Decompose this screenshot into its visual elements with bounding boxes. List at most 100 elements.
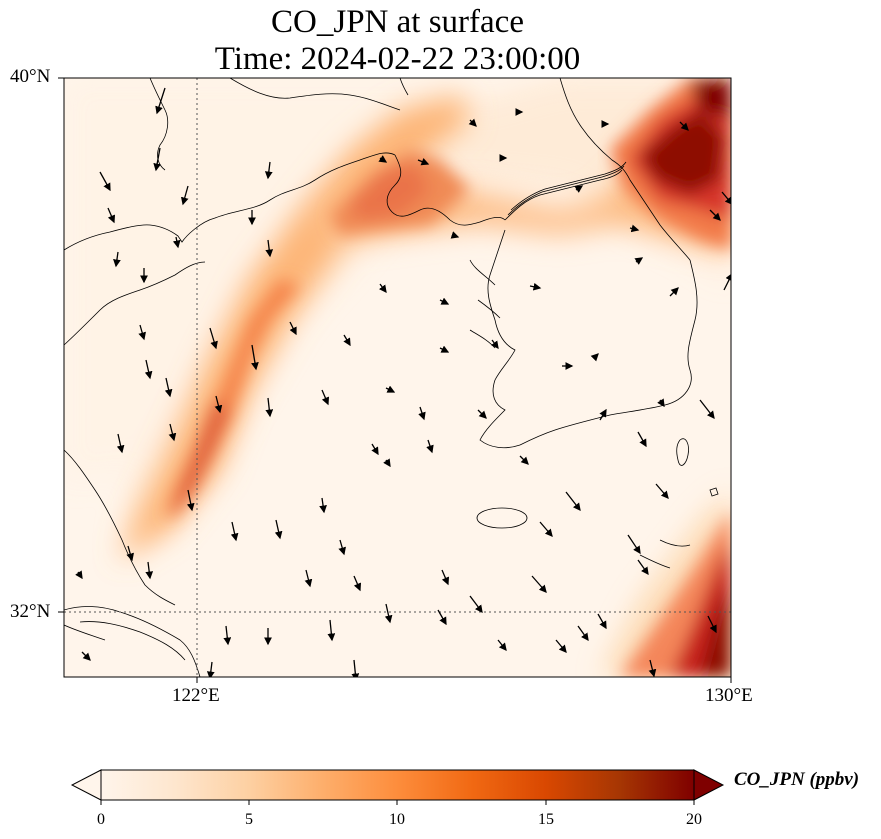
colorbar-tick-15: 15 [538, 811, 554, 828]
wind-arrow [574, 185, 584, 193]
wind-arrow [655, 483, 669, 499]
map-title-line2: Time: 2024-02-22 23:00:00 [214, 41, 581, 77]
wind-arrow [383, 458, 391, 468]
wind-arrow [206, 661, 215, 677]
wind-arrow [180, 185, 189, 206]
wind-arrow [490, 339, 499, 350]
wind-arrow [599, 408, 607, 421]
wind-arrow [597, 613, 607, 630]
wind-arrow [338, 539, 346, 556]
wind-arrow [699, 399, 715, 420]
colorbar-extend-high [693, 769, 725, 801]
wind-arrow [437, 609, 447, 626]
wind-arrow [529, 282, 542, 291]
wind-arrow [657, 398, 665, 408]
wind-arrow [126, 545, 134, 562]
wind-arrow [164, 377, 173, 398]
colorbar-extend-low [70, 769, 102, 801]
wind-arrow [264, 161, 273, 180]
wind-arrow [531, 575, 547, 593]
wind-arrow [627, 534, 641, 555]
wind-arrow [371, 443, 379, 456]
coastlines [64, 78, 719, 677]
wind-arrow [519, 455, 529, 465]
colorbar-label: CO_JPN (ppbv) [734, 769, 860, 790]
wind-arrow [384, 603, 393, 624]
wind-arrow [113, 251, 121, 268]
wind-arrow [707, 615, 717, 634]
wind-arrow [172, 236, 181, 249]
colorbar-tick-10: 10 [389, 811, 405, 828]
wind-arrow [477, 409, 487, 419]
concentration-field [64, 78, 731, 677]
wind-arrow [385, 385, 396, 393]
lat-label-32n: 32°N [10, 601, 51, 622]
wind-arrow [648, 659, 657, 677]
wind-arrow [304, 569, 313, 588]
map-title-line1: CO_JPN at surface [271, 4, 524, 40]
wind-arrow [209, 327, 218, 350]
wind-arrow [669, 287, 679, 297]
colorbar-tick-20: 20 [686, 811, 702, 828]
wind-arrow [265, 397, 274, 418]
wind-arrow [99, 171, 111, 192]
wind-arrow [439, 297, 450, 305]
wind-arrow [539, 521, 553, 537]
wind-arrow [709, 209, 721, 221]
wind-arrow [417, 157, 430, 166]
colorbar [70, 769, 725, 805]
wind-arrow [426, 439, 434, 454]
wind-arrow [81, 651, 91, 661]
lat-label-40n: 40°N [10, 66, 51, 87]
wind-arrow [721, 191, 731, 205]
wind-arrow [450, 231, 460, 239]
wind-arrow [214, 395, 223, 414]
wind-arrow [251, 344, 259, 371]
wind-arrow [274, 519, 283, 540]
wind-arrow [679, 121, 689, 131]
wind-arrow [497, 639, 507, 652]
wind-arrow [116, 433, 125, 454]
wind-arrow [75, 570, 83, 580]
wind-arrow [439, 345, 450, 353]
wind-arrow [637, 431, 647, 448]
wind-arrow [590, 353, 599, 362]
lon-label-130e: 130°E [705, 685, 753, 706]
wind-arrow [138, 324, 146, 341]
colorbar-tick-0: 0 [97, 811, 105, 828]
colorbar-tick-5: 5 [245, 811, 253, 828]
wind-arrow [577, 625, 589, 642]
wind-arrow [223, 625, 232, 646]
wind-arrow [153, 147, 161, 172]
wind-arrow [168, 423, 177, 442]
wind-arrow [418, 406, 426, 421]
wind-arrow [378, 155, 388, 163]
wind-arrow [289, 321, 297, 336]
wind-vectors [75, 87, 731, 677]
wind-arrow [145, 561, 154, 580]
wind-arrow [319, 497, 327, 514]
wind-arrow [468, 118, 477, 127]
wind-arrow [230, 521, 239, 542]
wind-arrow [343, 334, 351, 347]
wind-arrow [441, 569, 450, 586]
wind-arrow [107, 207, 116, 224]
wind-arrow [634, 257, 644, 265]
map-frame [63, 77, 732, 678]
wind-arrow [353, 575, 362, 592]
wind-arrow [565, 491, 581, 512]
wind-arrow [265, 239, 274, 258]
wind-arrow [555, 639, 567, 653]
wind-arrow [321, 389, 330, 406]
wind-arrow [378, 283, 387, 294]
wind-arrow [186, 489, 195, 512]
wind-arrow [629, 224, 640, 233]
colorbar-gradient [101, 770, 694, 800]
wind-arrow [469, 595, 483, 614]
axis-ticks [58, 77, 732, 683]
wind-arrow [637, 559, 649, 576]
wind-arrow [155, 87, 166, 115]
gridlines [64, 78, 731, 677]
wind-arrow [327, 619, 336, 642]
